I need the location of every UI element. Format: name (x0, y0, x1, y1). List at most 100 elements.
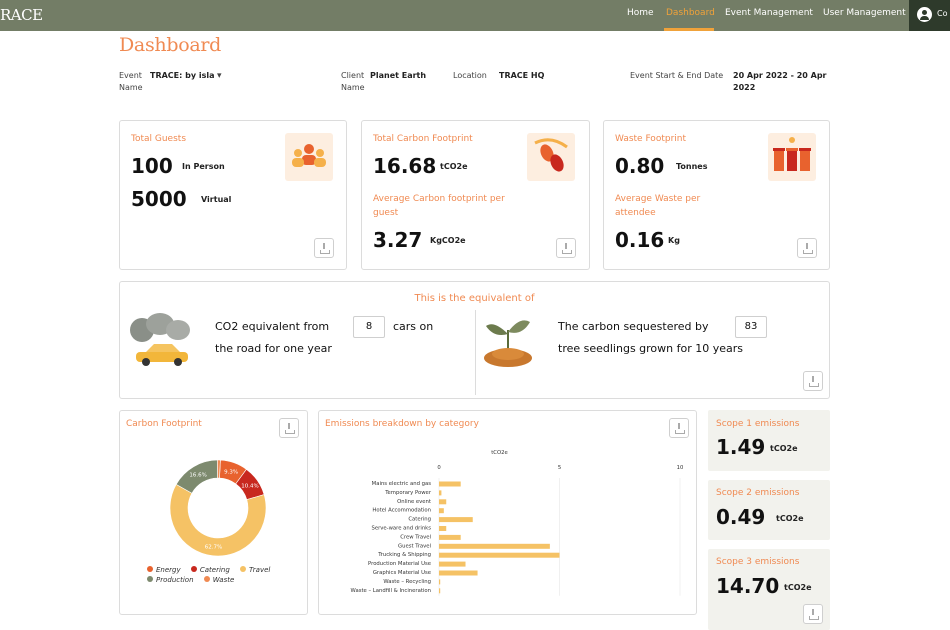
legend-label-catering: Catering (199, 566, 230, 574)
category-label: Production Material Use (368, 561, 431, 567)
avg-carbon-value: 3.27 (373, 228, 423, 252)
trees-text-2: tree seedlings grown for 10 years (558, 342, 744, 355)
production-swatch-icon (147, 576, 153, 582)
equivalent-divider (475, 310, 476, 395)
waste-swatch-icon (203, 576, 210, 582)
in-person-count: 100 (131, 154, 173, 178)
scope-3-unit: tCO2e (784, 583, 812, 592)
category-label: Trucking & Shipping (377, 552, 431, 558)
emissions-download-icon[interactable] (669, 418, 689, 438)
page-title: Dashboard (119, 34, 222, 56)
x-tick-label: 10 (677, 465, 684, 471)
event-name-label: Event Name (119, 71, 143, 92)
user-avatar-icon[interactable] (917, 7, 932, 22)
nav-event-management[interactable]: Event Management (725, 8, 813, 18)
legend-item-catering: Catering (190, 565, 230, 575)
carbon-footprint-unit: tCO2e (440, 162, 468, 171)
bar (439, 490, 442, 496)
virtual-label: Virtual (201, 195, 232, 204)
event-name-value: TRACE: by isla (150, 71, 215, 80)
carbon-footprint-donut: 9.3% 10.4% 62.7% 16.6% (169, 459, 267, 557)
scope-1-value: 1.49 (716, 435, 766, 459)
car-exhaust-icon (128, 310, 192, 368)
catering-swatch-icon (190, 566, 197, 572)
event-dates-value: 20 Apr 2022 - 20 Apr 2022 (733, 71, 827, 92)
legend-item-waste: Waste (203, 575, 235, 585)
nav-home[interactable]: Home (627, 8, 654, 18)
x-tick-label: 0 (437, 465, 441, 471)
carbon-footprint-label: Total Carbon Footprint (373, 134, 473, 144)
avg-waste-label: Average Waste per attendee (615, 194, 701, 218)
location-value: TRACE HQ (499, 71, 545, 80)
scope-3-value: 14.70 (716, 574, 780, 598)
carbon-footprint-value: 16.68 (373, 154, 437, 178)
bar (439, 481, 461, 487)
avg-carbon-label: Average Carbon footprint per guest (373, 194, 505, 218)
guests-download-icon[interactable] (314, 238, 334, 258)
emissions-bar-chart: tCO2e 0 5 10 Mains electric and gas Temporary… (351, 450, 684, 596)
emissions-breakdown-card (318, 410, 697, 615)
virtual-count: 5000 (131, 187, 187, 211)
user-menu-label[interactable]: Co (937, 9, 948, 18)
footprint-icon (527, 133, 575, 181)
legend-item-travel: Travel (240, 565, 270, 575)
bar (439, 534, 461, 540)
donut-label-energy: 9.3% (224, 469, 238, 475)
bar (439, 570, 478, 576)
guests-icon (285, 133, 333, 181)
bar (439, 552, 560, 558)
category-label: Hotel Accommodation (372, 508, 431, 514)
total-guests-label: Total Guests (131, 134, 187, 144)
donut-download-icon[interactable] (279, 418, 299, 438)
scope-3-label: Scope 3 emissions (716, 557, 800, 567)
client-name-value: Planet Earth (370, 71, 427, 80)
legend-item-production: Production (147, 575, 194, 585)
event-dates-label: Event Start & End Date (630, 71, 724, 80)
donut-label-travel: 62.7% (205, 545, 222, 551)
donut-chart-title: Carbon Footprint (126, 419, 202, 429)
category-label: Crew Travel (400, 534, 431, 540)
equivalent-heading: This is the equivalent of (414, 293, 535, 304)
nav-dashboard[interactable]: Dashboard (666, 8, 715, 18)
legend-label-waste: Waste (212, 576, 235, 584)
nav-user-management[interactable]: User Management (823, 8, 906, 18)
legend-label-production: Production (156, 576, 194, 584)
donut-slice-waste (217, 459, 221, 479)
equivalent-download-icon[interactable] (803, 371, 823, 391)
bar (439, 579, 441, 585)
category-label: Online event (397, 499, 431, 505)
scope-2-card (708, 480, 830, 540)
event-name-select[interactable]: TRACE: by isla ▾ (150, 70, 222, 82)
carbon-download-icon[interactable] (556, 238, 576, 258)
donut-legend: Energy Catering Travel Production Waste (145, 565, 285, 585)
scope-2-value: 0.49 (716, 505, 766, 529)
scope-2-unit: tCO2e (776, 514, 804, 523)
category-label: Catering (408, 517, 431, 523)
chevron-down-icon: ▾ (217, 71, 222, 81)
scope-download-icon[interactable] (803, 604, 823, 624)
category-label: Mains electric and gas (372, 481, 432, 487)
waste-bins-icon (768, 133, 816, 181)
x-tick-label: 5 (558, 465, 561, 471)
legend-item-energy: Energy (147, 565, 181, 575)
donut-slice-travel (169, 483, 267, 557)
category-label: Waste – Landfill & Incineration (351, 588, 431, 594)
donut-label-catering: 10.4% (241, 484, 258, 490)
app-logo[interactable]: RACE (0, 6, 43, 24)
scope-1-unit: tCO2e (770, 444, 798, 453)
legend-label-travel: Travel (249, 566, 271, 574)
waste-footprint-value: 0.80 (615, 154, 665, 178)
bar (439, 543, 550, 549)
in-person-label: In Person (182, 162, 225, 171)
bar (439, 561, 466, 567)
category-label: Graphics Material Use (373, 570, 431, 576)
cars-text-1: CO2 equivalent from (215, 320, 330, 333)
scope-2-label: Scope 2 emissions (716, 488, 800, 498)
avg-carbon-unit: KgCO2e (430, 236, 466, 245)
cars-text-3: the road for one year (215, 342, 332, 355)
cars-value: 8 (353, 316, 385, 338)
nav-active-indicator (664, 28, 714, 31)
avg-waste-value: 0.16 (615, 228, 665, 252)
waste-download-icon[interactable] (797, 238, 817, 258)
waste-footprint-unit: Tonnes (676, 162, 708, 171)
